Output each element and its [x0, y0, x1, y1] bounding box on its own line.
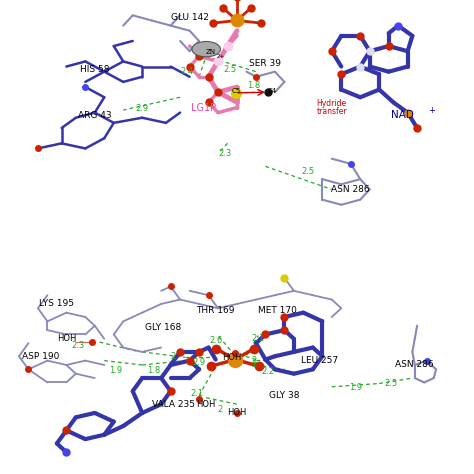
Text: 2.1: 2.1: [252, 334, 265, 343]
Text: C5: C5: [231, 88, 241, 94]
Circle shape: [192, 41, 220, 57]
Text: ZN: ZN: [206, 49, 216, 55]
Text: 1.8: 1.8: [147, 366, 161, 375]
Text: GLY 38: GLY 38: [269, 391, 300, 400]
Text: GLU 142: GLU 142: [171, 13, 209, 22]
Text: HIS 58: HIS 58: [80, 64, 109, 73]
Text: 2.3: 2.3: [219, 149, 232, 158]
Text: C4: C4: [268, 88, 277, 94]
Text: ASN 286: ASN 286: [331, 185, 370, 194]
Text: VALA 235: VALA 235: [152, 400, 194, 409]
Text: LYS 195: LYS 195: [39, 300, 74, 309]
Text: NAD: NAD: [392, 110, 414, 120]
Text: 1.9: 1.9: [349, 383, 362, 392]
Text: HOH: HOH: [228, 409, 246, 418]
Text: 2: 2: [251, 356, 256, 365]
Text: 2.9: 2.9: [136, 104, 149, 113]
Text: ASN 286: ASN 286: [395, 361, 434, 369]
Text: HOH: HOH: [223, 353, 242, 362]
Text: 2.5: 2.5: [384, 379, 398, 388]
Text: 2: 2: [218, 405, 223, 414]
Text: Hydride: Hydride: [317, 99, 347, 108]
Text: HOH: HOH: [57, 334, 76, 343]
Text: transfer: transfer: [317, 107, 347, 116]
Text: MET 170: MET 170: [258, 306, 297, 315]
Text: ARG 43: ARG 43: [78, 111, 111, 119]
Text: 2.6: 2.6: [209, 337, 222, 346]
Text: LG1P: LG1P: [191, 102, 217, 112]
Text: 2.3: 2.3: [72, 341, 85, 350]
Text: GLY 168: GLY 168: [146, 323, 182, 332]
Text: 2: 2: [251, 361, 256, 369]
Text: SER 39: SER 39: [249, 60, 282, 68]
Text: 2.4: 2.4: [181, 67, 194, 76]
Text: 2: 2: [170, 352, 176, 361]
Text: LEU 257: LEU 257: [301, 356, 338, 365]
Text: 1.9: 1.9: [109, 366, 123, 375]
Text: ASP 190: ASP 190: [22, 352, 59, 361]
Text: 2+: 2+: [216, 54, 225, 59]
Text: 2.5: 2.5: [223, 64, 237, 73]
Text: 1.8: 1.8: [247, 81, 260, 90]
Text: 2.5: 2.5: [301, 167, 315, 176]
Text: +: +: [428, 106, 435, 115]
Text: HOH: HOH: [197, 400, 216, 409]
Text: 2.9: 2.9: [192, 358, 206, 367]
Text: 2.2: 2.2: [261, 367, 274, 376]
Text: THR 169: THR 169: [196, 306, 235, 315]
Text: 2.1: 2.1: [190, 389, 203, 398]
